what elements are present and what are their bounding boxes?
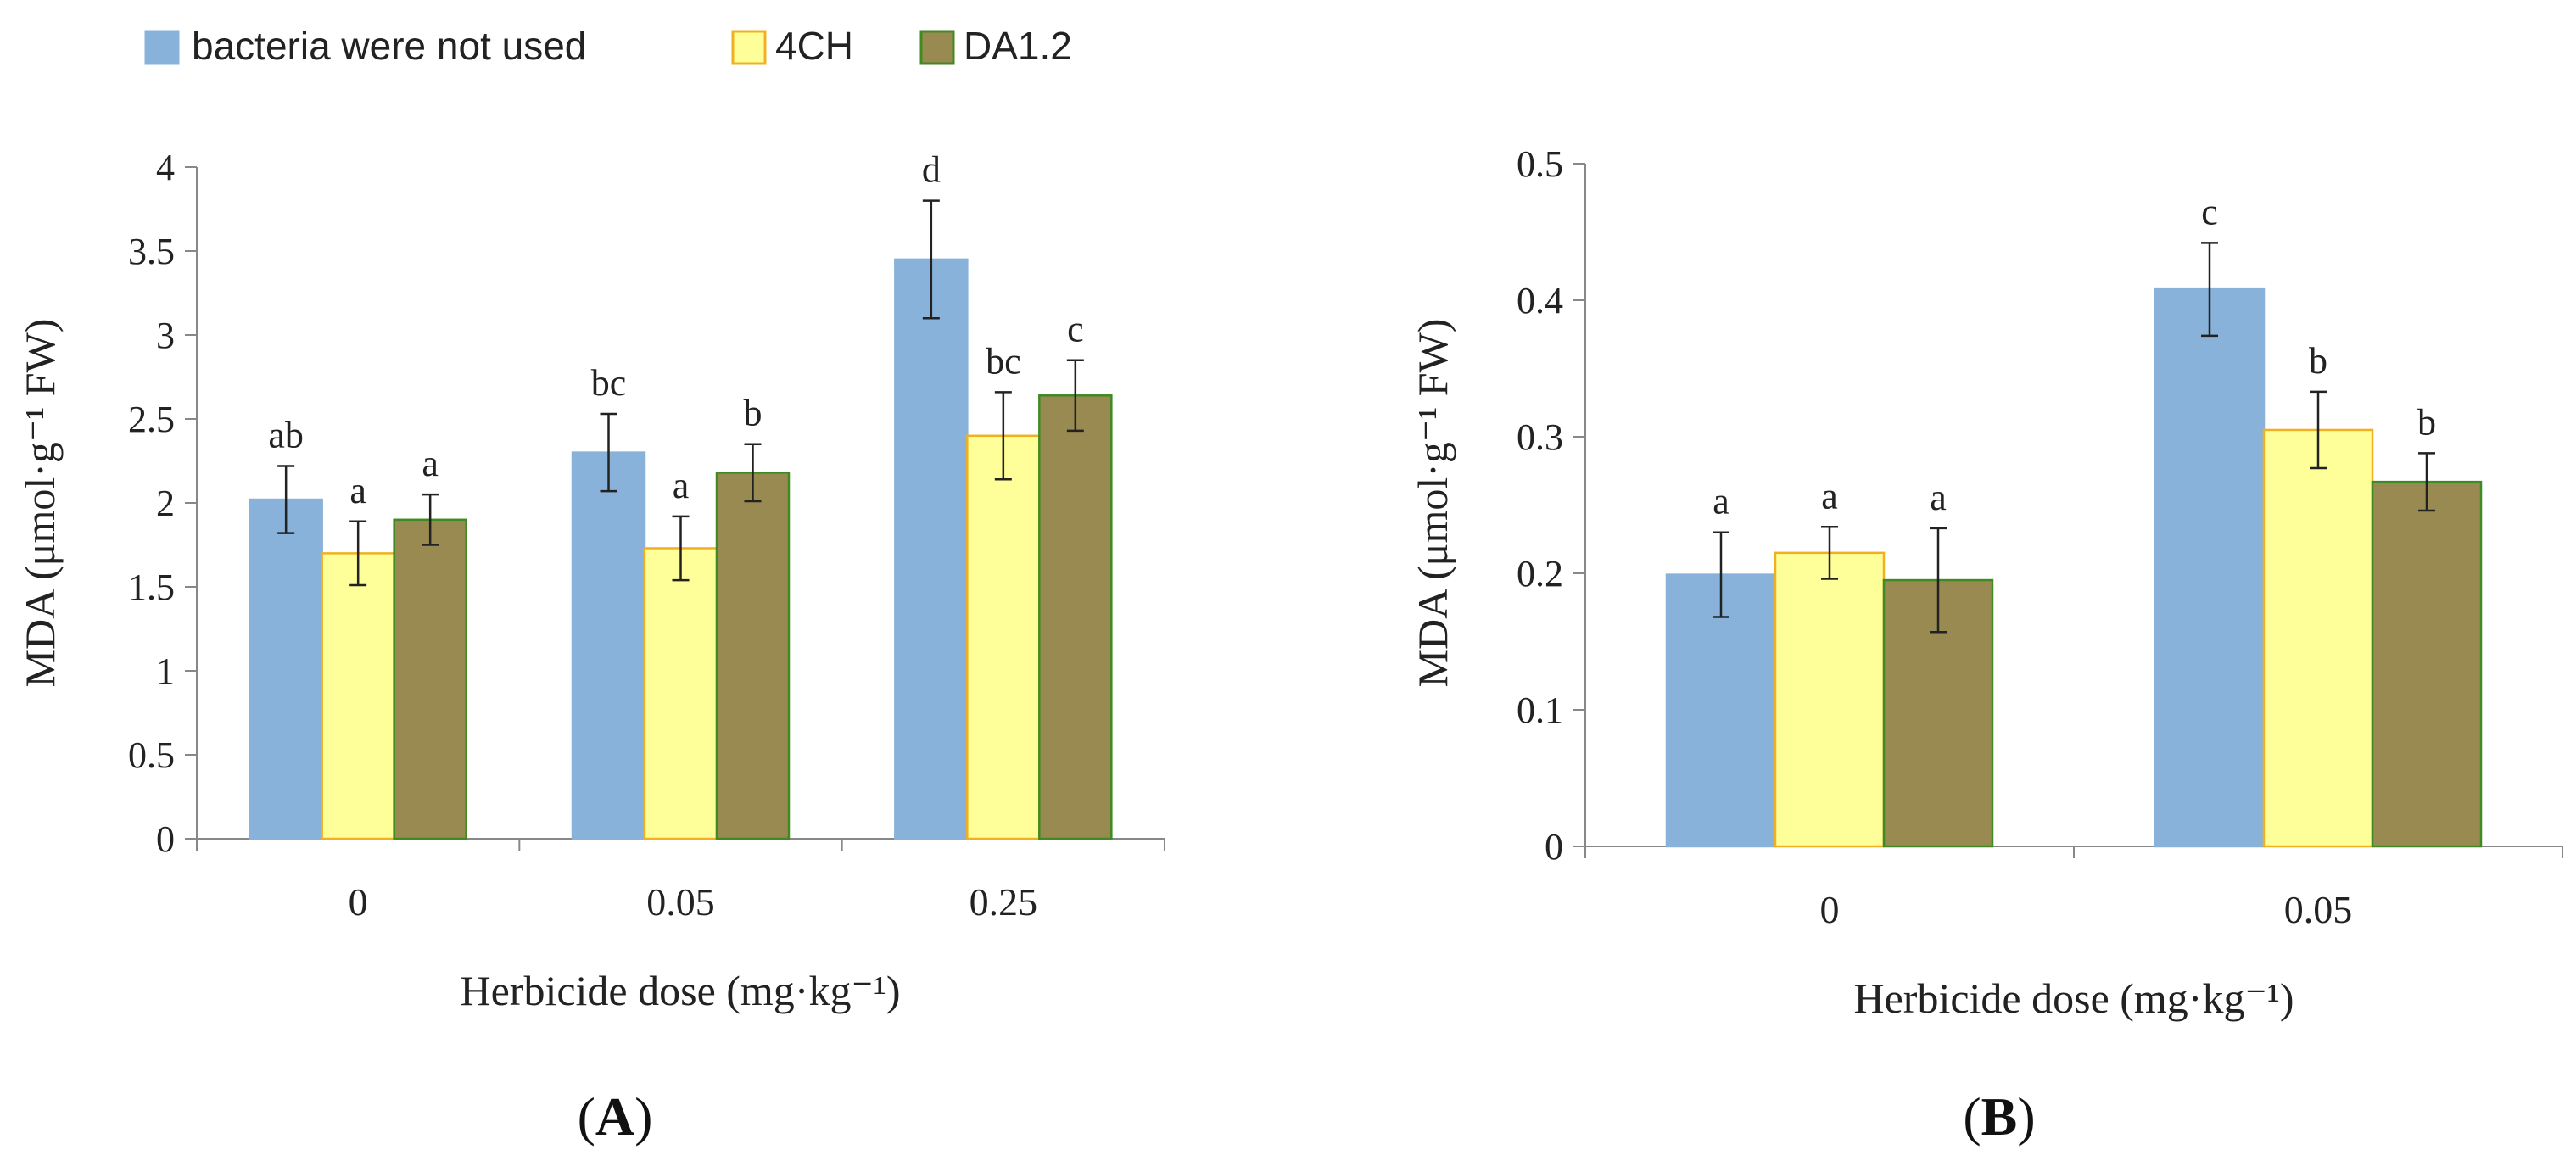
y-tick-label-b-2: 0.2 — [1517, 553, 1563, 594]
sig-letter-a-s1-c0: a — [349, 470, 366, 511]
x-tick-label-b-0: 0 — [1820, 888, 1840, 931]
legend-swatch-0 — [144, 30, 180, 65]
y-axis-title-b: MDA (μmol·g⁻¹ FW) — [1409, 319, 1456, 688]
y-tick-label-a-8: 4 — [156, 147, 175, 188]
chart-b: 0 0.1 0.2 0.3 0.4 0.5 0 0.05 a c a b a b MDA (μmol·g⁻¹… — [1409, 143, 2563, 1147]
bar-a-s1-c1 — [643, 547, 718, 840]
bar-b-s2-c0 — [1882, 578, 1994, 848]
y-tick-label-a-3: 1.5 — [128, 567, 175, 608]
x-axis-title-a: Herbicide dose (mg·kg⁻¹) — [461, 967, 901, 1014]
x-tick-label-a-2: 0.25 — [969, 880, 1038, 924]
sig-letter-b-s2-c0: a — [1930, 477, 1947, 518]
sig-letter-a-s0-c0: ab — [268, 414, 304, 455]
y-tick-label-b-0: 0 — [1545, 826, 1563, 868]
sig-letter-b-s0-c0: a — [1713, 481, 1729, 522]
legend-label-2: DA1.2 — [964, 24, 1072, 68]
panel-label-a: (A) — [578, 1086, 653, 1147]
sig-letter-a-s1-c2: bc — [986, 340, 1021, 382]
bar-a-s2-c0 — [393, 518, 467, 840]
bar-b-s1-c1 — [2262, 428, 2374, 848]
sig-letter-a-s2-c2: c — [1067, 309, 1084, 350]
y-tick-label-b-3: 0.3 — [1517, 416, 1563, 458]
panel-label-close-paren-a: ) — [634, 1086, 652, 1147]
legend-label-0: bacteria were not used — [192, 24, 586, 68]
x-tick-label-b-1: 0.05 — [2284, 888, 2353, 931]
sig-letter-b-s2-c1: b — [2417, 401, 2436, 443]
y-tick-label-b-1: 0.1 — [1517, 689, 1563, 731]
x-tick-label-a-0: 0 — [349, 880, 368, 924]
bar-b-s2-c1 — [2371, 480, 2483, 848]
y-tick-label-a-6: 3 — [156, 315, 175, 356]
bar-b-s0-c0 — [1665, 573, 1777, 848]
bar-b-s0-c1 — [2154, 287, 2266, 848]
y-tick-label-a-0: 0 — [156, 818, 175, 860]
panel-label-b: (B) — [1963, 1086, 2035, 1147]
sig-letter-b-s1-c0: a — [1821, 475, 1838, 516]
sig-letter-a-s2-c1: b — [744, 393, 763, 434]
bar-a-s1-c0 — [321, 552, 395, 840]
y-tick-label-b-5: 0.5 — [1517, 143, 1563, 185]
panel-label-close-paren-b: ) — [2017, 1086, 2035, 1147]
bar-a-s2-c2 — [1038, 394, 1113, 840]
y-axis-title-a: MDA (μmol·g⁻¹ FW) — [16, 319, 64, 688]
sig-letter-b-s1-c1: b — [2309, 340, 2327, 382]
panel-label-open-paren-a: ( — [578, 1086, 595, 1147]
legend-swatch-2 — [919, 30, 955, 65]
x-axis-title-b: Herbicide dose (mg·kg⁻¹) — [1854, 974, 2294, 1022]
bar-a-s0-c1 — [571, 451, 646, 840]
y-tick-label-a-7: 3.5 — [128, 231, 175, 272]
bar-b-s1-c0 — [1774, 551, 1886, 848]
bar-a-s0-c0 — [249, 498, 323, 840]
bar-a-s0-c2 — [894, 258, 969, 840]
bar-a-s1-c2 — [966, 434, 1041, 840]
sig-letter-a-s0-c1: bc — [591, 362, 627, 404]
bar-a-s2-c1 — [715, 472, 791, 840]
panel-label-open-paren-b: ( — [1963, 1086, 1981, 1147]
x-tick-label-a-1: 0.05 — [646, 880, 715, 924]
panel-label-letter-b: B — [1981, 1086, 2018, 1147]
legend: bacteria were not used 4CH DA1.2 — [144, 24, 1072, 68]
panel-label-letter-a: A — [595, 1086, 634, 1147]
sig-letter-a-s2-c0: a — [422, 443, 439, 484]
y-tick-label-a-5: 2.5 — [128, 399, 175, 440]
y-tick-label-b-4: 0.4 — [1517, 280, 1563, 321]
y-tick-label-a-2: 1 — [156, 650, 175, 692]
sig-letter-b-s0-c1: c — [2201, 191, 2218, 232]
legend-swatch-1 — [731, 30, 767, 65]
y-tick-label-a-4: 2 — [156, 483, 175, 524]
legend-label-1: 4CH — [775, 24, 853, 68]
y-tick-label-a-1: 0.5 — [128, 734, 175, 776]
sig-letter-a-s1-c1: a — [673, 465, 690, 506]
sig-letter-a-s0-c2: d — [922, 149, 941, 191]
